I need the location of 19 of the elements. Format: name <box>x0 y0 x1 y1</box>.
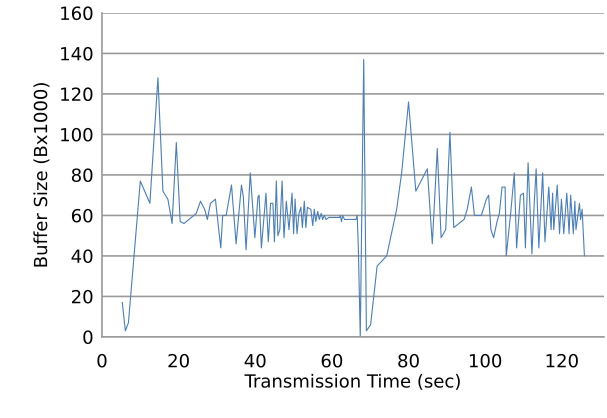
x-tick-label: 20 <box>168 354 189 368</box>
line-series <box>122 58 585 337</box>
y-axis-title: Buffer Size (Bx1000) <box>33 83 50 267</box>
y-tick-label: 0 <box>83 330 92 344</box>
y-tick-label: 60 <box>72 208 92 223</box>
y-tick-label: 100 <box>61 128 92 142</box>
y-tick-label: 120 <box>61 87 92 102</box>
y-tick-label: 140 <box>61 46 92 61</box>
y-tick-label: 20 <box>72 290 92 304</box>
x-tick-label: 80 <box>398 354 419 368</box>
x-tick-label: 60 <box>322 354 342 368</box>
x-axis-title: Transmission Time (sec) <box>244 374 460 390</box>
x-tick-label: 120 <box>546 354 578 368</box>
y-tick-label: 160 <box>61 6 92 20</box>
x-tick-label: 100 <box>470 354 502 368</box>
x-tick-label: 0 <box>97 354 107 368</box>
y-tick-label: 80 <box>72 168 92 182</box>
x-tick-label: 40 <box>244 354 266 368</box>
y-tick-label: 40 <box>72 249 92 264</box>
